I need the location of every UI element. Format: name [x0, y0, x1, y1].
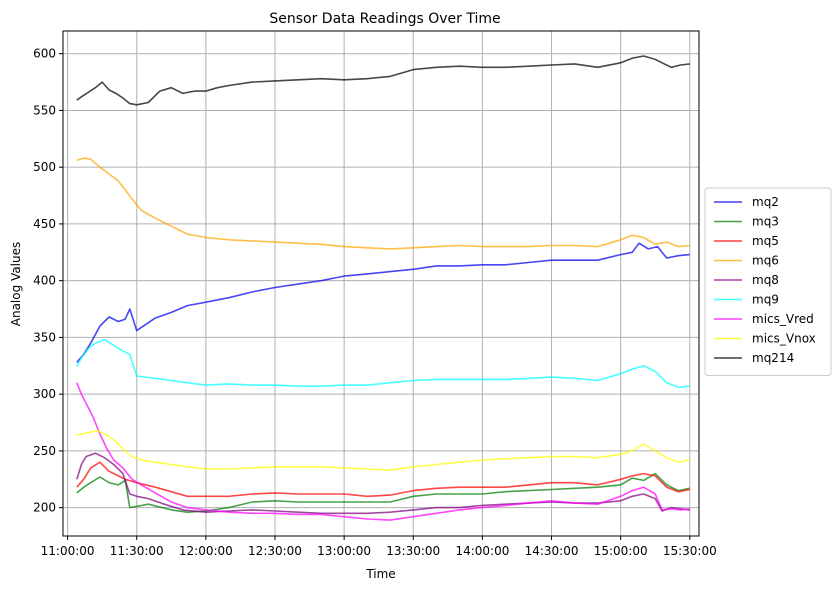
grid [63, 31, 699, 536]
series-line-mics-vred [76, 382, 690, 521]
series-line-mq3 [76, 472, 690, 514]
x-axis: 11:00:00 11:30:00 12:00:00 12:30:00 13:00:00… [41, 536, 717, 558]
y-axis-title: Analog Values [9, 242, 23, 326]
legend-label: mq8 [752, 273, 779, 287]
series-line-mq8 [76, 452, 690, 515]
chart-title: Sensor Data Readings Over Time [269, 11, 500, 27]
y-axis: 200 250 300 350 400 450 500 550 600 [33, 47, 63, 515]
y-tick-label: 450 [33, 217, 56, 231]
x-tick-label: 15:00:00 [594, 544, 648, 558]
y-tick-label: 200 [33, 501, 56, 515]
legend-label: mq5 [752, 234, 779, 248]
x-tick-label: 14:30:00 [525, 544, 579, 558]
x-tick-label: 11:00:00 [41, 544, 95, 558]
legend: mq2 mq3 mq5 mq6 mq8 mq9 mics_Vred mics_Vnox mq21… [704, 187, 832, 376]
x-tick-label: 13:30:00 [386, 544, 440, 558]
series-line-mq5 [76, 461, 690, 498]
legend-label: mq3 [752, 215, 779, 229]
x-tick-label: 13:00:00 [317, 544, 371, 558]
y-tick-label: 550 [33, 103, 56, 117]
series-lines [76, 55, 690, 521]
legend-label: mics_Vnox [752, 332, 816, 346]
series-line-mics-vnox [76, 429, 690, 472]
plot-frame [62, 30, 700, 537]
x-tick-label: 12:30:00 [248, 544, 302, 558]
legend-box [704, 187, 832, 376]
series-line-mq214 [76, 55, 690, 106]
x-axis-title: Time [365, 567, 395, 581]
y-tick-label: 250 [33, 444, 56, 458]
x-tick-label: 15:30:00 [663, 544, 717, 558]
x-tick-label: 14:00:00 [455, 544, 509, 558]
series-line-mq2 [76, 242, 690, 363]
x-tick-label: 11:30:00 [110, 544, 164, 558]
legend-label: mq6 [752, 254, 779, 268]
legend-label: mq214 [752, 351, 794, 365]
series-line-mq6 [76, 157, 690, 250]
y-tick-label: 350 [33, 330, 56, 344]
y-tick-label: 500 [33, 160, 56, 174]
legend-label: mics_Vred [752, 312, 814, 326]
legend-label: mq2 [752, 195, 779, 209]
series-line-mq9 [76, 338, 690, 389]
y-tick-label: 400 [33, 274, 56, 288]
legend-label: mq9 [752, 293, 779, 307]
y-tick-label: 300 [33, 387, 56, 401]
x-tick-label: 12:00:00 [179, 544, 233, 558]
y-tick-label: 600 [33, 47, 56, 61]
